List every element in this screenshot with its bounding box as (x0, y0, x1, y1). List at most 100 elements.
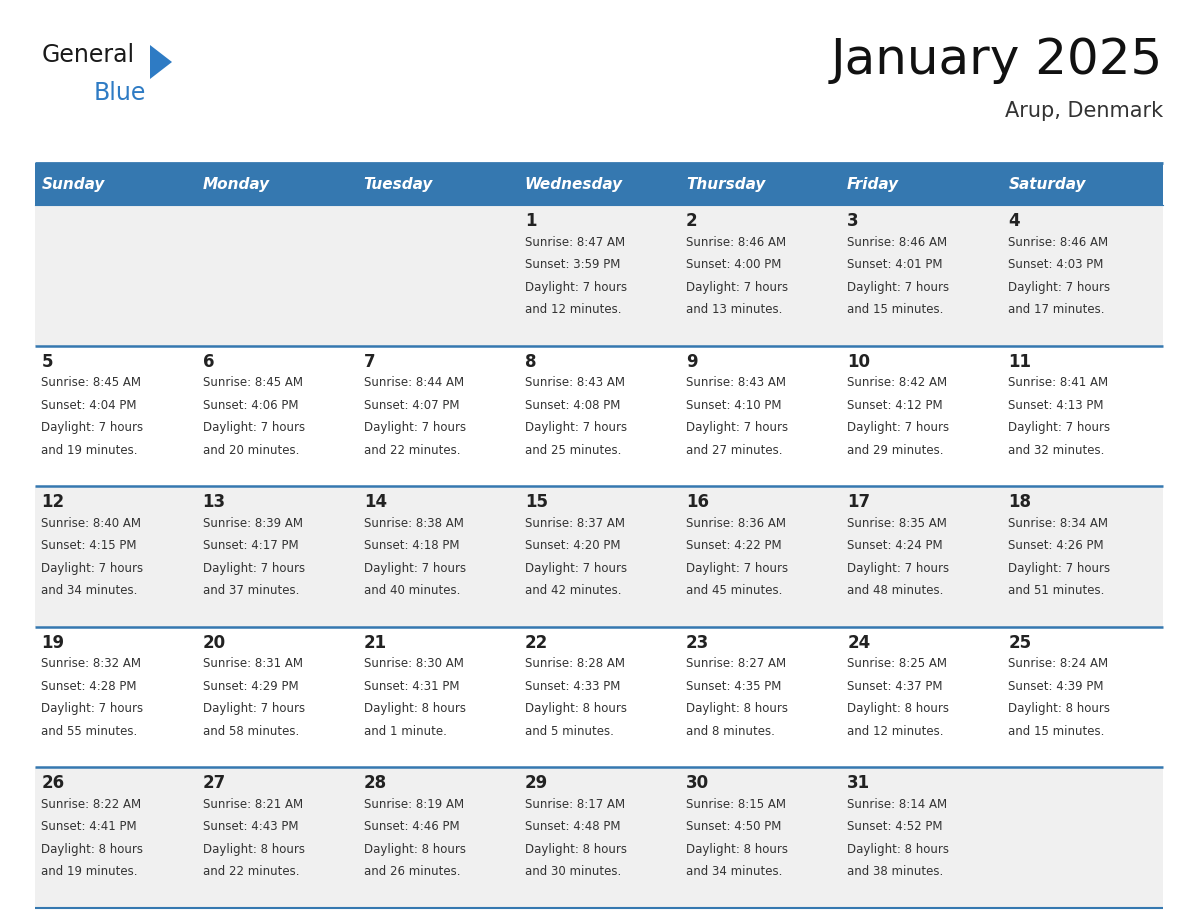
Text: Daylight: 7 hours: Daylight: 7 hours (685, 562, 788, 575)
Bar (1001, 163, 1163, 205)
Text: Sunrise: 8:47 AM: Sunrise: 8:47 AM (525, 236, 625, 249)
Text: Sunrise: 8:27 AM: Sunrise: 8:27 AM (685, 657, 786, 670)
Text: Sunrise: 8:46 AM: Sunrise: 8:46 AM (847, 236, 947, 249)
Bar (518, 205, 680, 345)
Bar (680, 487, 841, 627)
Text: and 58 minutes.: and 58 minutes. (203, 725, 299, 738)
Text: Sunrise: 8:22 AM: Sunrise: 8:22 AM (42, 798, 141, 811)
Bar (196, 487, 358, 627)
Text: 18: 18 (1009, 493, 1031, 511)
Text: Daylight: 7 hours: Daylight: 7 hours (1009, 421, 1111, 434)
Text: and 15 minutes.: and 15 minutes. (1009, 725, 1105, 738)
Text: Blue: Blue (94, 81, 146, 105)
Text: Daylight: 7 hours: Daylight: 7 hours (525, 562, 627, 575)
Text: and 5 minutes.: and 5 minutes. (525, 725, 614, 738)
Bar (841, 767, 1001, 908)
Bar (196, 627, 358, 767)
Text: 8: 8 (525, 353, 536, 371)
Text: Sunrise: 8:15 AM: Sunrise: 8:15 AM (685, 798, 786, 811)
Text: Arup, Denmark: Arup, Denmark (1005, 101, 1163, 121)
Text: Sunset: 4:06 PM: Sunset: 4:06 PM (203, 398, 298, 411)
Text: Sunday: Sunday (42, 176, 105, 192)
Text: Sunset: 4:33 PM: Sunset: 4:33 PM (525, 680, 620, 693)
Bar (1001, 767, 1163, 908)
Text: 13: 13 (203, 493, 226, 511)
Text: Sunset: 4:22 PM: Sunset: 4:22 PM (685, 539, 782, 553)
Text: and 17 minutes.: and 17 minutes. (1009, 303, 1105, 316)
Text: 4: 4 (1009, 212, 1020, 230)
Text: General: General (42, 43, 135, 67)
Text: and 29 minutes.: and 29 minutes. (847, 443, 943, 456)
Text: 28: 28 (364, 775, 387, 792)
Text: Sunrise: 8:25 AM: Sunrise: 8:25 AM (847, 657, 947, 670)
Text: and 22 minutes.: and 22 minutes. (364, 443, 460, 456)
Text: and 45 minutes.: and 45 minutes. (685, 584, 783, 598)
Text: Sunset: 4:08 PM: Sunset: 4:08 PM (525, 398, 620, 411)
Text: 21: 21 (364, 633, 387, 652)
Text: Sunrise: 8:45 AM: Sunrise: 8:45 AM (203, 376, 303, 389)
Text: 20: 20 (203, 633, 226, 652)
Bar (34, 627, 196, 767)
Text: Sunset: 4:28 PM: Sunset: 4:28 PM (42, 680, 137, 693)
Text: Tuesday: Tuesday (364, 176, 434, 192)
Text: Daylight: 7 hours: Daylight: 7 hours (42, 562, 144, 575)
Text: Daylight: 7 hours: Daylight: 7 hours (525, 281, 627, 294)
Bar (841, 487, 1001, 627)
Text: Sunset: 4:35 PM: Sunset: 4:35 PM (685, 680, 782, 693)
Text: Sunset: 4:39 PM: Sunset: 4:39 PM (1009, 680, 1104, 693)
Text: and 38 minutes.: and 38 minutes. (847, 866, 943, 879)
Text: January 2025: January 2025 (830, 36, 1163, 84)
Text: Sunrise: 8:46 AM: Sunrise: 8:46 AM (685, 236, 786, 249)
Text: Daylight: 8 hours: Daylight: 8 hours (203, 843, 304, 856)
Text: 14: 14 (364, 493, 387, 511)
Text: and 15 minutes.: and 15 minutes. (847, 303, 943, 316)
Text: and 42 minutes.: and 42 minutes. (525, 584, 621, 598)
Text: Sunset: 4:43 PM: Sunset: 4:43 PM (203, 821, 298, 834)
Text: Daylight: 8 hours: Daylight: 8 hours (1009, 702, 1111, 715)
Bar (680, 205, 841, 345)
Text: Sunrise: 8:40 AM: Sunrise: 8:40 AM (42, 517, 141, 530)
Bar (196, 205, 358, 345)
Text: Daylight: 7 hours: Daylight: 7 hours (364, 562, 466, 575)
Bar (1001, 627, 1163, 767)
Text: and 19 minutes.: and 19 minutes. (42, 866, 138, 879)
Text: Daylight: 7 hours: Daylight: 7 hours (203, 562, 304, 575)
Text: Daylight: 7 hours: Daylight: 7 hours (42, 702, 144, 715)
Text: Daylight: 8 hours: Daylight: 8 hours (847, 843, 949, 856)
Text: 25: 25 (1009, 633, 1031, 652)
Text: Sunset: 3:59 PM: Sunset: 3:59 PM (525, 258, 620, 271)
Polygon shape (150, 45, 172, 79)
Bar (196, 345, 358, 487)
Text: 26: 26 (42, 775, 64, 792)
Bar (196, 163, 358, 205)
Text: Sunrise: 8:24 AM: Sunrise: 8:24 AM (1009, 657, 1108, 670)
Bar (358, 205, 518, 345)
Text: Sunset: 4:00 PM: Sunset: 4:00 PM (685, 258, 782, 271)
Text: Sunrise: 8:35 AM: Sunrise: 8:35 AM (847, 517, 947, 530)
Bar (358, 487, 518, 627)
Bar (34, 345, 196, 487)
Text: and 30 minutes.: and 30 minutes. (525, 866, 621, 879)
Text: Sunset: 4:41 PM: Sunset: 4:41 PM (42, 821, 137, 834)
Text: 5: 5 (42, 353, 53, 371)
Text: and 32 minutes.: and 32 minutes. (1009, 443, 1105, 456)
Text: Sunset: 4:31 PM: Sunset: 4:31 PM (364, 680, 460, 693)
Text: 22: 22 (525, 633, 548, 652)
Bar (680, 767, 841, 908)
Bar (518, 487, 680, 627)
Bar (34, 487, 196, 627)
Bar (1001, 205, 1163, 345)
Text: Daylight: 7 hours: Daylight: 7 hours (847, 421, 949, 434)
Bar (1001, 487, 1163, 627)
Text: 29: 29 (525, 775, 548, 792)
Text: Daylight: 7 hours: Daylight: 7 hours (203, 702, 304, 715)
Text: Sunrise: 8:28 AM: Sunrise: 8:28 AM (525, 657, 625, 670)
Bar (841, 163, 1001, 205)
Text: Daylight: 7 hours: Daylight: 7 hours (847, 562, 949, 575)
Text: 6: 6 (203, 353, 214, 371)
Text: Daylight: 7 hours: Daylight: 7 hours (364, 421, 466, 434)
Text: Daylight: 7 hours: Daylight: 7 hours (685, 421, 788, 434)
Text: Daylight: 8 hours: Daylight: 8 hours (685, 702, 788, 715)
Text: and 55 minutes.: and 55 minutes. (42, 725, 138, 738)
Bar (680, 345, 841, 487)
